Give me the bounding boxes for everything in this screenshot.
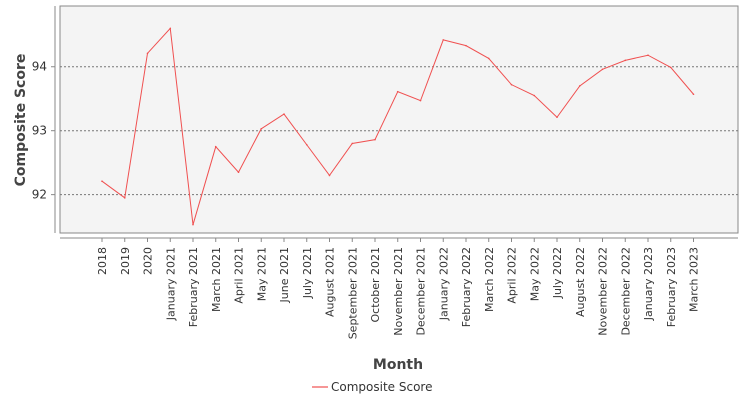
x-tick-label: February 2021 [187,247,200,327]
x-tick-label: January 2021 [164,247,177,321]
x-tick-label: November 2021 [392,247,405,336]
x-tick-label: May 2021 [255,247,268,301]
y-tick-label: 92 [32,188,47,202]
data-point [328,174,331,177]
x-tick-label: March 2022 [483,247,496,312]
x-tick-label: September 2021 [346,247,359,339]
x-tick-label: 2019 [119,247,132,275]
x-tick-label: May 2022 [528,247,541,301]
x-tick-label: July 2021 [301,247,314,299]
x-tick-label: February 2023 [665,247,678,327]
x-tick-label: February 2022 [460,247,473,327]
x-tick-label: August 2022 [574,247,587,317]
x-tick-label: October 2021 [369,247,382,323]
x-tick-label: January 2023 [642,247,655,321]
data-point [510,83,513,86]
legend-label: Composite Score [331,380,432,394]
data-point [647,54,649,57]
data-point [556,116,558,119]
data-point [214,145,217,148]
y-ticks: 92 93 94 [32,60,55,202]
data-point [146,52,149,55]
x-tick-label: August 2021 [324,247,337,317]
data-point [465,44,467,47]
data-point [601,68,604,71]
data-point [169,27,172,30]
series [101,27,695,226]
data-point [578,85,581,87]
x-tick-label: December 2021 [415,247,428,336]
data-point [374,138,376,141]
legend: Composite Score [312,380,432,394]
x-ticks: 2018 2019 2020 January 2021 February 2021 Mar… [96,238,701,339]
x-tick-label: March 2021 [210,247,223,312]
data-point [442,39,445,41]
data-point [237,171,240,174]
y-axis-title: Composite Score [13,54,29,187]
x-tick-label: July 2022 [551,247,564,299]
data-point [487,57,490,60]
x-tick-label: 2020 [142,247,155,275]
x-tick-label: June 2021 [278,247,291,303]
x-tick-label: 2018 [96,247,109,275]
data-point [351,142,354,145]
data-point [669,66,672,69]
data-point [305,143,308,146]
data-point [396,90,399,93]
gridlines [60,66,738,196]
x-tick-label: April 2022 [506,247,519,304]
data-point [624,59,627,62]
data-point [123,197,126,199]
data-point [692,93,695,96]
data-point [192,223,194,226]
x-tick-label: November 2022 [597,247,610,336]
data-point [419,99,422,102]
data-point [101,180,103,183]
data-point [260,127,263,130]
x-tick-label: April 2021 [233,247,246,304]
x-tick-label: March 2023 [688,247,701,312]
data-point [533,94,536,97]
x-tick-label: December 2022 [619,247,632,336]
x-tick-label: January 2022 [437,247,450,321]
y-tick-label: 93 [32,124,47,138]
data-point [283,113,285,115]
y-tick-label: 94 [32,60,47,74]
x-axis-title: Month [373,357,423,373]
plot-background [59,5,739,234]
